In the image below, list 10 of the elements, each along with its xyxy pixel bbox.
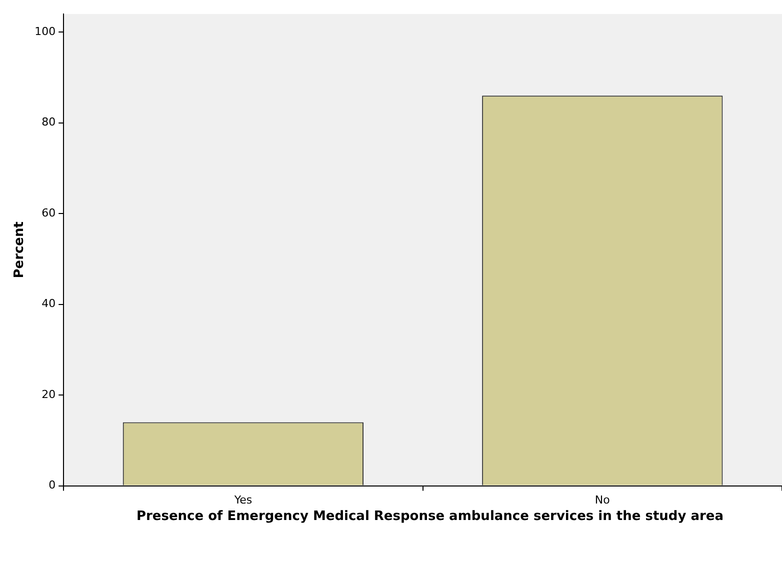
x-tick-label: Yes [233, 493, 252, 506]
x-axis-title: Presence of Emergency Medical Response ambulance services in the study area [135, 509, 724, 524]
y-tick-label: 20 [42, 388, 56, 401]
y-tick-label: 0 [48, 478, 56, 492]
x-tick-label: No [594, 493, 610, 506]
y-axis-title: Percent [12, 222, 28, 278]
y-tick-label: 80 [42, 116, 56, 129]
y-tick-label: 100 [34, 25, 56, 38]
y-tick-label: 40 [42, 297, 56, 310]
y-tick-label: 60 [42, 206, 56, 220]
